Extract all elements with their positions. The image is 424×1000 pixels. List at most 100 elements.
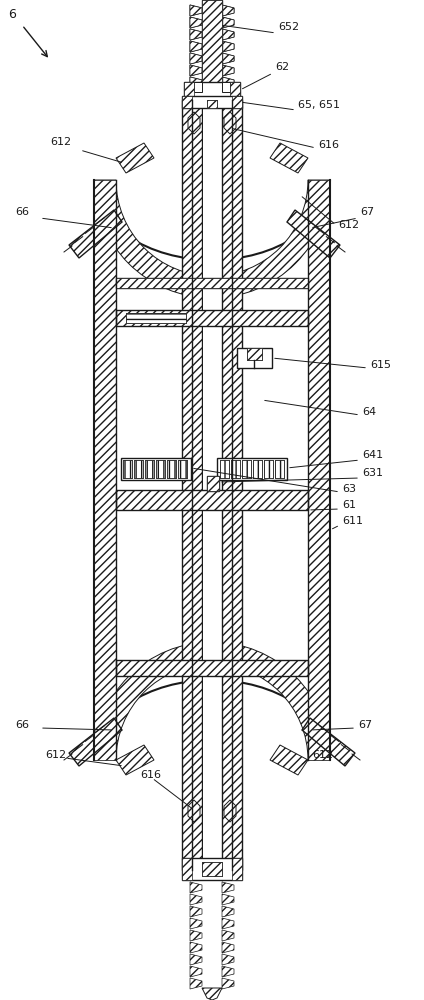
Text: 612: 612 [338, 220, 359, 230]
Polygon shape [202, 988, 222, 1000]
Polygon shape [190, 17, 202, 28]
Polygon shape [222, 966, 234, 977]
Bar [116, 490, 308, 510]
Text: 612: 612 [45, 750, 66, 760]
Text: 612: 612 [312, 750, 333, 760]
Bar [182, 96, 192, 108]
Polygon shape [190, 882, 202, 893]
Polygon shape [224, 800, 236, 822]
Polygon shape [190, 5, 202, 16]
Bar [121, 458, 191, 480]
Polygon shape [116, 745, 154, 775]
Polygon shape [222, 77, 234, 88]
Polygon shape [270, 143, 308, 173]
Bar [220, 460, 229, 478]
Polygon shape [190, 65, 202, 76]
Bar [203, 100, 221, 870]
Bar [116, 660, 308, 676]
Bar [242, 460, 251, 478]
Polygon shape [222, 894, 234, 905]
Polygon shape [116, 143, 154, 173]
Text: 63: 63 [342, 484, 356, 494]
Bar [123, 460, 132, 478]
Bar [207, 100, 217, 108]
Bar [94, 180, 116, 760]
Polygon shape [302, 718, 355, 766]
Bar [202, 100, 222, 870]
Text: 67: 67 [360, 207, 374, 217]
Text: 62: 62 [275, 62, 289, 72]
Polygon shape [190, 966, 202, 977]
Wedge shape [94, 642, 212, 760]
Bar [116, 278, 308, 288]
Bar [247, 348, 262, 360]
Bar [217, 458, 287, 480]
Polygon shape [190, 53, 202, 64]
Bar [134, 460, 143, 478]
Polygon shape [190, 5, 202, 16]
Bar [202, 0, 222, 100]
Polygon shape [190, 77, 202, 88]
Bar [123, 460, 132, 478]
Bar [126, 313, 186, 323]
Bar [207, 476, 219, 491]
Polygon shape [222, 53, 234, 64]
Bar [167, 460, 176, 478]
Polygon shape [222, 870, 234, 881]
Bar [253, 460, 262, 478]
Text: 61: 61 [342, 500, 356, 510]
Polygon shape [190, 894, 202, 905]
Polygon shape [222, 942, 234, 953]
Bar [207, 476, 219, 491]
Text: 631: 631 [362, 468, 383, 478]
Bar [231, 460, 240, 478]
Bar [182, 858, 192, 880]
Bar [116, 660, 308, 676]
Bar [202, 862, 222, 876]
Bar [202, 862, 222, 876]
Polygon shape [190, 65, 202, 76]
Polygon shape [69, 210, 122, 258]
Polygon shape [69, 718, 122, 766]
Polygon shape [190, 41, 202, 52]
Bar [194, 82, 202, 92]
Polygon shape [222, 906, 234, 917]
Bar [220, 460, 229, 478]
Bar [207, 100, 217, 108]
Polygon shape [190, 906, 202, 917]
Bar [116, 278, 308, 288]
Bar [232, 96, 242, 108]
Polygon shape [224, 112, 236, 134]
Polygon shape [222, 41, 234, 52]
Text: 612: 612 [50, 137, 71, 147]
Bar [116, 490, 308, 510]
Polygon shape [190, 930, 202, 941]
Text: 65, 651: 65, 651 [298, 100, 340, 110]
Bar [264, 460, 273, 478]
Polygon shape [222, 954, 234, 965]
Polygon shape [190, 942, 202, 953]
Polygon shape [188, 112, 200, 134]
Polygon shape [222, 41, 234, 52]
Polygon shape [222, 77, 234, 88]
Polygon shape [190, 29, 202, 40]
Polygon shape [190, 978, 202, 989]
Polygon shape [222, 5, 234, 16]
Bar [222, 82, 230, 92]
Polygon shape [222, 882, 234, 893]
Bar [145, 460, 154, 478]
Polygon shape [270, 745, 308, 775]
Polygon shape [222, 918, 234, 929]
Bar [275, 460, 284, 478]
Text: 616: 616 [318, 140, 339, 150]
Polygon shape [222, 53, 234, 64]
Bar [184, 82, 194, 104]
Bar [182, 100, 242, 870]
Polygon shape [222, 29, 234, 40]
Text: 6: 6 [8, 8, 16, 21]
Bar [232, 858, 242, 880]
Polygon shape [190, 77, 202, 88]
Text: 66: 66 [15, 207, 29, 217]
Bar [126, 313, 186, 323]
Bar [178, 460, 187, 478]
